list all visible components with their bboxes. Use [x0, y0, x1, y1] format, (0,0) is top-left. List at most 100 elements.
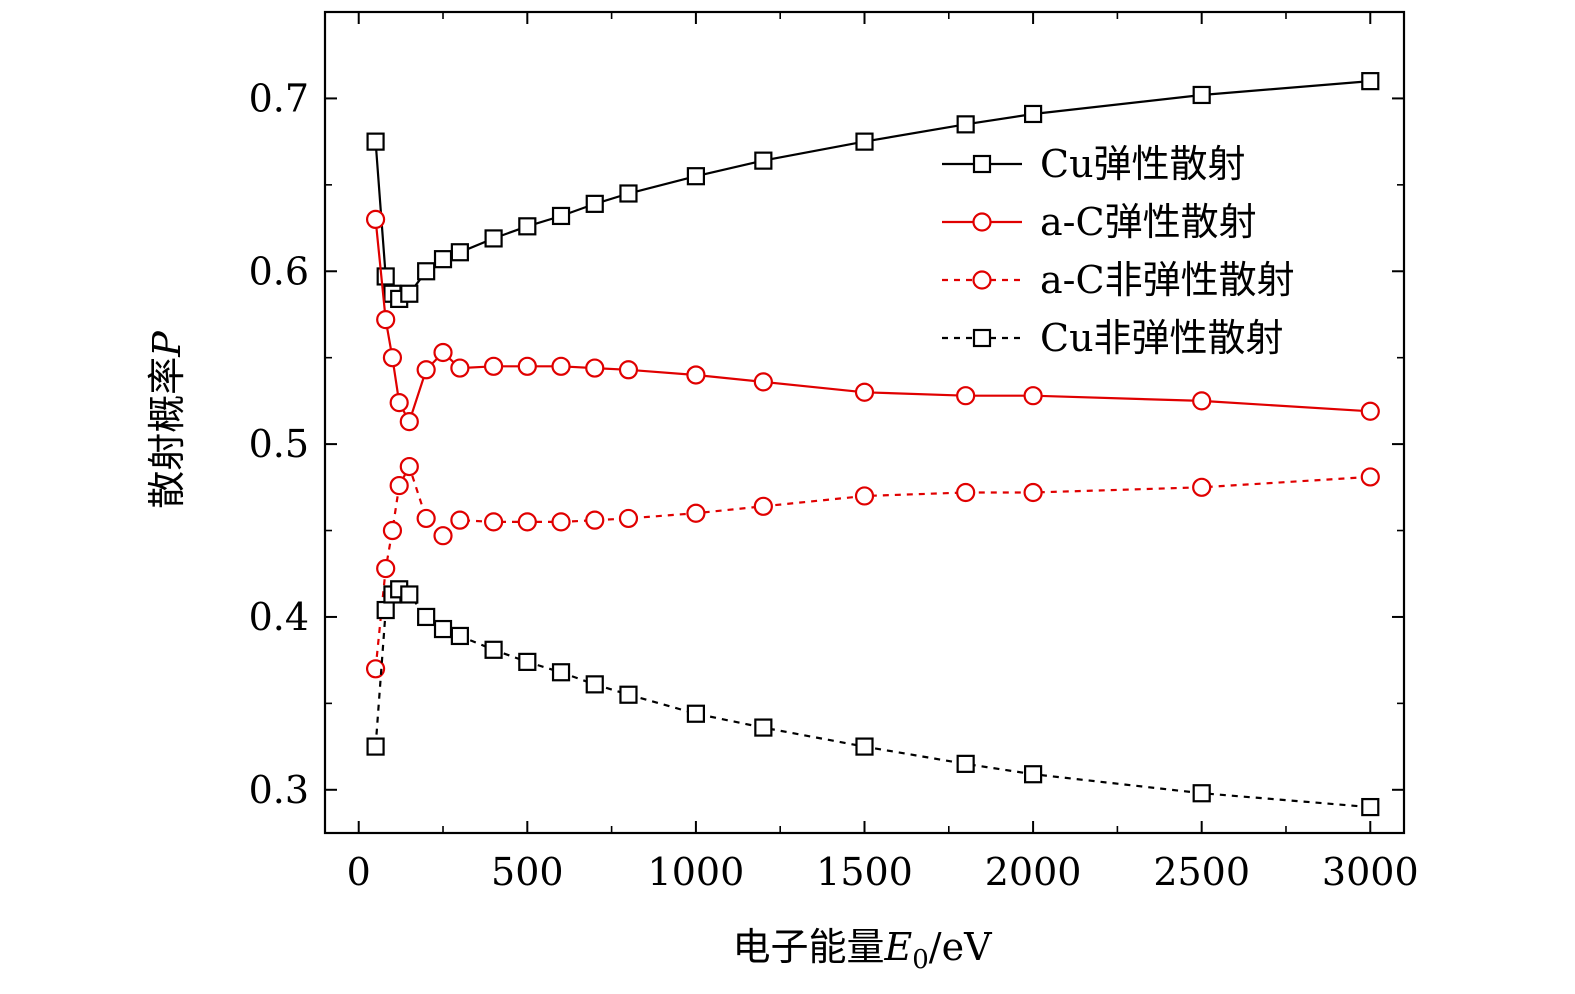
data-point: [1360, 467, 1380, 487]
legend-marker: [972, 154, 992, 174]
data-point: [518, 217, 537, 236]
data-point: [754, 151, 773, 170]
legend-label: a-C非弹性散射: [1040, 258, 1295, 302]
series-line: [374, 588, 1371, 809]
data-point: [1023, 482, 1043, 503]
data-point: [753, 372, 773, 392]
legend-entry-1: Cu弹性散射: [942, 142, 1246, 186]
data-point: [1023, 765, 1043, 784]
series-2: [365, 209, 1380, 432]
legend-label: Cu弹性散射: [1040, 142, 1246, 186]
data-point: [956, 754, 975, 773]
data-point: [585, 194, 604, 213]
x-tick-label: 3000: [1322, 850, 1419, 894]
data-point: [854, 486, 875, 506]
x-tick-label: 0: [347, 850, 371, 894]
data-point: [416, 508, 436, 529]
legend-marker: [972, 328, 992, 348]
data-point: [1023, 104, 1043, 124]
series-3: [365, 456, 1380, 679]
y-tick-label: 0.6: [249, 249, 309, 293]
x-tick-label: 2500: [1153, 850, 1250, 894]
data-point: [754, 718, 773, 737]
x-tick-labels: 0 500 1000 1500 2000 2500 3000: [347, 850, 1419, 894]
y-tick-labels: 0.3 0.4 0.5 0.6 0.7: [249, 76, 309, 811]
data-point: [365, 659, 386, 679]
data-point: [518, 652, 537, 671]
legend-label: a-C弹性散射: [1040, 200, 1257, 244]
data-point: [417, 262, 436, 281]
data-point: [1192, 391, 1212, 411]
data-point: [389, 475, 409, 496]
x-tick-label: 500: [491, 850, 564, 894]
data-point: [1192, 477, 1212, 497]
data-point: [366, 132, 385, 151]
data-point: [484, 640, 503, 659]
data-point: [417, 607, 436, 627]
legend-marker: [972, 212, 992, 232]
data-point: [399, 412, 419, 432]
legend-entry-3: a-C非弹性散射: [942, 258, 1295, 302]
data-point: [399, 456, 419, 477]
data-point: [551, 663, 571, 682]
data-point: [585, 510, 605, 530]
data-point: [619, 685, 638, 704]
data-point: [382, 348, 403, 368]
data-point: [855, 737, 874, 756]
data-point: [450, 358, 470, 378]
data-point: [433, 526, 453, 546]
data-point: [686, 503, 706, 523]
data-point: [1361, 797, 1380, 817]
x-tick-label: 2000: [985, 850, 1082, 894]
data-point: [686, 167, 706, 186]
data-point: [433, 342, 453, 363]
data-point: [376, 558, 396, 579]
data-point: [585, 675, 604, 694]
data-point: [956, 386, 976, 406]
legend-entry-2: a-C弹性散射: [942, 200, 1257, 244]
data-point: [1023, 386, 1043, 406]
data-point: [618, 360, 639, 380]
data-point: [450, 510, 470, 530]
data-point: [956, 482, 976, 503]
data-point: [517, 356, 537, 376]
data-point: [1192, 784, 1211, 803]
data-point: [1360, 401, 1380, 421]
data-point: [433, 250, 453, 269]
data-point: [389, 393, 409, 413]
data-point: [365, 209, 386, 230]
axis-ticks: [325, 11, 1404, 833]
data-point: [956, 115, 975, 134]
legend-label: Cu非弹性散射: [1040, 316, 1284, 360]
data-point: [1361, 72, 1380, 91]
y-tick-label: 0.3: [249, 768, 309, 812]
data-point: [686, 704, 706, 723]
data-point: [483, 356, 504, 376]
series-4: [366, 580, 1380, 817]
data-point: [619, 184, 638, 203]
data-point: [416, 360, 436, 380]
y-axis-title: 散射概率P: [145, 330, 189, 509]
y-tick-label: 0.4: [249, 595, 309, 639]
data-point: [450, 243, 469, 262]
data-point: [366, 737, 385, 756]
data-point: [517, 512, 537, 532]
data-point: [585, 358, 605, 378]
data-point: [483, 512, 504, 532]
data-point: [376, 310, 396, 330]
x-axis-title: 电子能量E0/eV: [732, 925, 992, 975]
data-point: [551, 356, 571, 376]
data-point: [551, 512, 571, 532]
data-point: [618, 508, 639, 529]
y-tick-label: 0.7: [249, 76, 309, 120]
data-point: [400, 585, 419, 604]
legend-marker: [972, 270, 992, 290]
data-point: [753, 496, 773, 516]
data-point: [400, 284, 419, 303]
legend: Cu弹性散射 a-C弹性散射 a-C非弹性散射 Cu非弹性散射: [942, 142, 1295, 360]
x-tick-label: 1500: [816, 850, 913, 894]
data-point: [450, 626, 469, 646]
series-layer: [365, 72, 1380, 817]
data-point: [854, 382, 875, 402]
x-tick-label: 1000: [648, 850, 745, 894]
